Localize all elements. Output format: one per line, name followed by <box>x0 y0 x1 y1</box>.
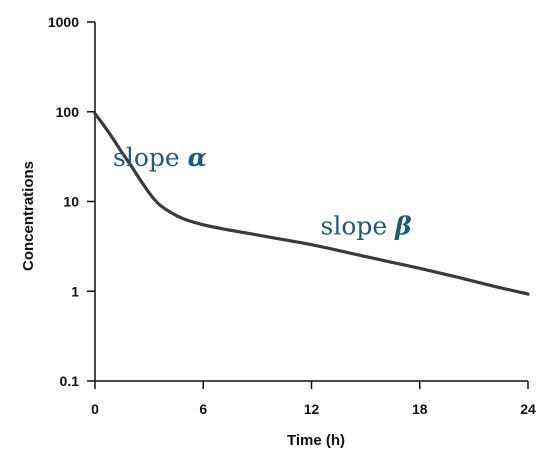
x-tick-label: 12 <box>304 401 320 417</box>
annotation-slope-alpha-symbol: α <box>188 143 207 172</box>
annotation-slope-beta-text: slope <box>321 211 396 240</box>
annotation-slope-alpha: slope α <box>113 143 207 172</box>
x-axis-title: Time (h) <box>287 432 345 449</box>
y-tick-label: 1 <box>71 283 79 299</box>
annotation-slope-alpha-text: slope <box>113 143 188 172</box>
x-tick-label: 6 <box>199 401 207 417</box>
x-tick-label: 24 <box>520 401 536 417</box>
annotation-slope-beta: slope β <box>321 211 413 240</box>
axes <box>94 22 528 382</box>
y-tick-label: 0.1 <box>60 373 80 389</box>
x-tick-label: 18 <box>412 401 428 417</box>
concentration-curve <box>93 112 530 296</box>
x-ticks: 0 6 12 18 24 <box>91 381 536 417</box>
y-ticks: 0.1 1 10 100 1000 <box>48 14 95 389</box>
y-tick-label: 1000 <box>48 14 79 30</box>
x-tick-label: 0 <box>91 401 99 417</box>
y-axis-title: Concentrations <box>20 161 37 271</box>
annotation-slope-beta-symbol: β <box>394 211 412 240</box>
y-tick-label: 100 <box>56 104 80 120</box>
y-tick-label: 10 <box>63 194 79 210</box>
